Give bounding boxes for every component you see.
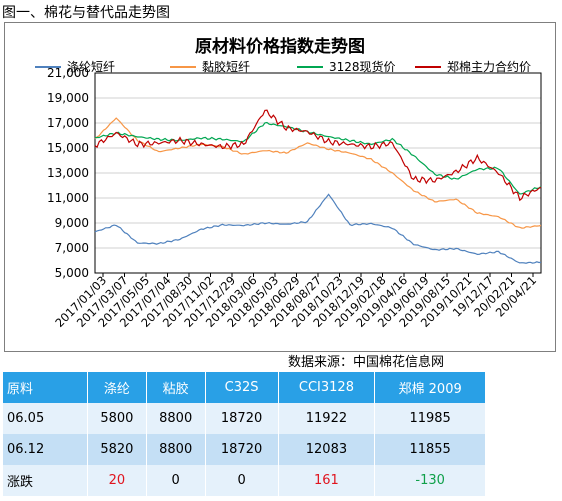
x-axis: 2017/01/032017/03/072017/05/052017/07/04…	[52, 273, 539, 330]
table-cell: 8800	[146, 434, 206, 465]
change-cell: 20	[87, 465, 147, 496]
data-source: 数据来源：中国棉花信息网	[288, 355, 445, 370]
y-tick-label: 19,000	[47, 91, 89, 105]
table-cell: 11855	[374, 434, 486, 465]
figure-caption: 图一、棉花与替代品走势图	[2, 5, 170, 21]
table-cell: 06.12	[3, 434, 88, 465]
table-cell: 18720	[205, 434, 279, 465]
price-index-chart: 原材料价格指数走势图 涤纶短纤 黏胶短纤 3128现货价 郑棉主力合约价 5,000 7…	[4, 22, 556, 352]
table-header-cell: 原料	[3, 372, 88, 403]
chart-legend: 涤纶短纤 黏胶短纤 3128现货价 郑棉主力合约价	[35, 59, 531, 74]
legend-label: 黏胶短纤	[202, 59, 250, 74]
table-cell: 5820	[87, 434, 147, 465]
change-cell: 0	[205, 465, 279, 496]
table-header-cell: 涤纶	[87, 372, 147, 403]
table-header-cell: C32S	[205, 372, 279, 403]
series-line	[94, 121, 542, 195]
table-cell: 涨跌	[3, 465, 88, 496]
series-line	[94, 117, 542, 229]
table-cell: 5800	[87, 403, 147, 434]
table-cell: 11985	[374, 403, 486, 434]
legend-label: 涤纶短纤	[67, 60, 115, 74]
table-cell: 11922	[278, 403, 376, 434]
legend-label: 郑棉主力合约价	[447, 59, 531, 74]
y-tick-label: 13,000	[47, 166, 89, 180]
table-header-cell: 郑棉 2009	[374, 372, 486, 403]
chart-title: 原材料价格指数走势图	[195, 36, 365, 57]
y-axis: 5,000 7,000 9,000 11,000 13,000 15,000 17,000 1…	[47, 66, 89, 280]
series-line	[94, 193, 542, 264]
table-cell: 12083	[278, 434, 376, 465]
y-tick-label: 17,000	[47, 116, 89, 130]
table-row-change: 涨跌 20 0 0 161 -130	[3, 465, 486, 496]
change-cell: -130	[374, 465, 486, 496]
table-cell: 8800	[146, 403, 206, 434]
table-header-cell: 粘胶	[146, 372, 206, 403]
table-cell: 06.05	[3, 403, 88, 434]
change-cell: 161	[278, 465, 376, 496]
table-row: 06.12 5820 8800 18720 12083 11855	[3, 434, 486, 465]
y-tick-label: 15,000	[47, 141, 89, 155]
table-row: 06.05 5800 8800 18720 11922 11985	[3, 403, 486, 434]
y-tick-label: 21,000	[47, 66, 89, 80]
table-cell: 18720	[205, 403, 279, 434]
table-header-cell: CCI3128	[278, 372, 376, 403]
chart-svg: 原材料价格指数走势图 涤纶短纤 黏胶短纤 3128现货价 郑棉主力合约价 5,000 7…	[35, 36, 542, 330]
y-tick-label: 11,000	[47, 191, 89, 205]
legend-label: 3128现货价	[329, 59, 396, 74]
y-tick-label: 9,000	[55, 216, 89, 230]
y-tick-label: 7,000	[55, 241, 89, 255]
plot-area	[94, 109, 542, 264]
y-tick-label: 5,000	[55, 266, 89, 280]
table-header-row: 原料 涤纶 粘胶 C32S CCI3128 郑棉 2009	[3, 372, 486, 403]
change-cell: 0	[146, 465, 206, 496]
price-table: 原料 涤纶 粘胶 C32S CCI3128 郑棉 2009 06.05 5800…	[3, 372, 486, 496]
series-line	[94, 109, 542, 202]
chart-grid	[94, 72, 542, 274]
